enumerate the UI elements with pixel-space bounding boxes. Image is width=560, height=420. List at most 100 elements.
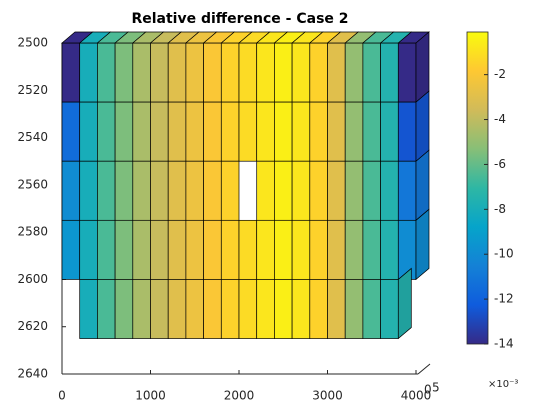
cell (344, 42, 364, 103)
cell (61, 42, 81, 103)
cell (79, 101, 98, 162)
z-tick-label: 5 (432, 381, 440, 395)
x-tick-label: 1000 (135, 389, 166, 403)
cell (220, 219, 240, 280)
cell (150, 101, 169, 162)
cell (97, 219, 116, 280)
cell (362, 101, 381, 162)
cell (79, 279, 98, 339)
cell (167, 160, 187, 221)
z-tick-label: 0 (424, 383, 432, 397)
cell (220, 42, 240, 103)
cell (344, 219, 364, 280)
cell (150, 219, 169, 280)
cell (185, 219, 204, 280)
cell-side (397, 267, 412, 340)
cell (167, 101, 187, 162)
cell (97, 279, 116, 339)
y-tick-label: 2600 (17, 272, 48, 286)
cell (397, 219, 417, 280)
cell (114, 101, 134, 162)
cell (380, 101, 399, 162)
cell (397, 42, 417, 103)
cell (397, 160, 417, 221)
cell (97, 42, 116, 103)
cell (274, 101, 293, 162)
cell (380, 279, 399, 339)
cell (362, 42, 381, 103)
cell (291, 42, 311, 103)
cell (256, 219, 275, 280)
colorbar-tick-label: -4 (494, 112, 506, 126)
cell (150, 42, 169, 103)
cell (114, 279, 134, 339)
cell (256, 101, 275, 162)
cell (238, 279, 258, 339)
x-tick-label: 0 (58, 389, 66, 403)
cell (238, 101, 258, 162)
colorbar-tick-label: -8 (494, 202, 506, 216)
cell (220, 101, 240, 162)
cell (256, 279, 275, 339)
cell (79, 42, 98, 103)
cell (185, 279, 204, 339)
cell (203, 101, 222, 162)
cell (327, 219, 346, 280)
y-tick-label: 2620 (17, 319, 48, 333)
cell (167, 42, 187, 103)
cell (309, 160, 328, 221)
cell (309, 42, 328, 103)
cell (150, 279, 169, 339)
cell (220, 279, 240, 339)
cell (203, 279, 222, 339)
y-tick-label: 2580 (17, 225, 48, 239)
cell (185, 42, 204, 103)
cell (132, 101, 151, 162)
y-tick-label: 2500 (17, 36, 48, 50)
cell (291, 279, 311, 339)
x-tick-label: 2000 (224, 389, 255, 403)
cell (309, 279, 328, 339)
cell-side (415, 90, 430, 162)
cell (327, 160, 346, 221)
cell (114, 160, 134, 221)
colorbar-tick-label: -12 (494, 292, 514, 306)
cell (397, 101, 417, 162)
y-tick-label: 2560 (17, 177, 48, 191)
cell (291, 101, 311, 162)
cell (61, 219, 81, 280)
cell (380, 219, 399, 280)
cell-side (415, 208, 430, 281)
cell (327, 101, 346, 162)
cell (362, 279, 381, 339)
cell-side (415, 31, 430, 103)
x-tick-label: 4000 (401, 389, 432, 403)
cell (132, 160, 151, 221)
colorbar-tick-label: -10 (494, 247, 514, 261)
cell (344, 160, 364, 221)
colorbar-tick-label: -14 (494, 337, 514, 351)
cell (132, 42, 151, 103)
cell (344, 101, 364, 162)
cell (203, 42, 222, 103)
colorbar-tick-label: -2 (494, 67, 506, 81)
z-axis (417, 363, 431, 375)
cell (167, 279, 187, 339)
colorbar-tick-label: -6 (494, 157, 506, 171)
cell (274, 219, 293, 280)
y-tick-label: 2540 (17, 130, 48, 144)
cell (256, 160, 275, 221)
cell (291, 219, 311, 280)
cell (132, 219, 151, 280)
cell (114, 42, 134, 103)
cell (309, 101, 328, 162)
x-tick-label: 3000 (312, 389, 343, 403)
cell (132, 279, 151, 339)
cell (327, 279, 346, 339)
y-tick-label: 2520 (17, 83, 48, 97)
cell (79, 160, 98, 221)
cell (61, 160, 81, 221)
cell (362, 219, 381, 280)
cell (309, 219, 328, 280)
cell (274, 42, 293, 103)
